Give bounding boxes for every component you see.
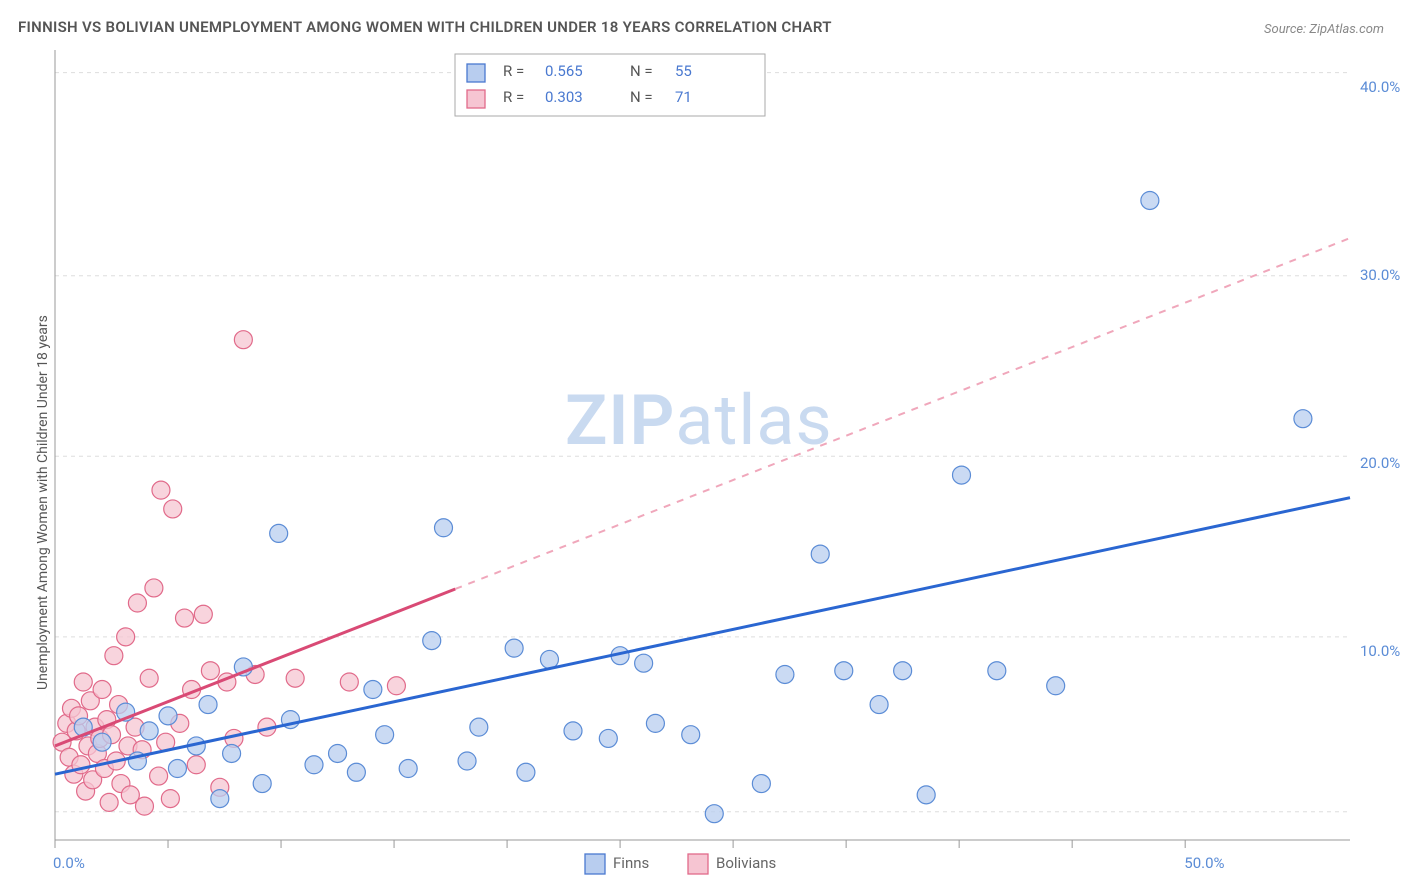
- finns-point: [305, 756, 323, 774]
- finns-point: [705, 805, 723, 823]
- bolivians-point: [117, 628, 135, 646]
- finns-point: [682, 726, 700, 744]
- finns-point: [211, 790, 229, 808]
- finns-point: [870, 696, 888, 714]
- finns-point: [435, 519, 453, 537]
- finns-point: [329, 744, 347, 762]
- finns-point: [458, 752, 476, 770]
- bolivians-point: [152, 481, 170, 499]
- finns-point: [140, 722, 158, 740]
- bolivians-point: [150, 767, 168, 785]
- y-tick-label: 30.0%: [1360, 266, 1400, 284]
- bolivians-point: [145, 579, 163, 597]
- finns-point: [894, 662, 912, 680]
- finns-point: [199, 696, 217, 714]
- y-tick-label: 10.0%: [1360, 642, 1400, 660]
- bolivians-point: [340, 673, 358, 691]
- finns-point: [505, 639, 523, 657]
- finns-point: [253, 775, 271, 793]
- bolivians-point: [93, 681, 111, 699]
- bolivians-point: [135, 797, 153, 815]
- stats-r-label: R =: [503, 88, 524, 106]
- bolivians-point: [164, 500, 182, 518]
- finns-point: [1294, 410, 1312, 428]
- bolivians-point: [194, 605, 212, 623]
- finns-point: [1047, 677, 1065, 695]
- y-tick-label: 20.0%: [1360, 454, 1400, 472]
- stats-r-value: 0.565: [545, 62, 583, 80]
- stats-n-label: N =: [630, 88, 653, 106]
- chart-canvas: [0, 0, 1406, 892]
- stats-n-label: N =: [630, 62, 653, 80]
- bolivians-point: [140, 669, 158, 687]
- legend-swatch: [688, 854, 708, 874]
- bolivians-point: [74, 673, 92, 691]
- bolivians-point: [234, 331, 252, 349]
- finns-point: [564, 722, 582, 740]
- finns-point: [917, 786, 935, 804]
- legend-label: Bolivians: [716, 854, 776, 872]
- bolivians-point: [201, 662, 219, 680]
- bolivians-point: [128, 594, 146, 612]
- finns-point: [223, 744, 241, 762]
- finns-point: [1141, 191, 1159, 209]
- stats-n-value: 71: [675, 88, 692, 106]
- finns-point: [168, 760, 186, 778]
- stats-box: [455, 54, 765, 116]
- finns-point: [646, 714, 664, 732]
- finns-point: [635, 654, 653, 672]
- finns-point: [776, 665, 794, 683]
- bolivians-point: [100, 793, 118, 811]
- x-tick-label: 50.0%: [1184, 854, 1224, 872]
- stats-swatch: [467, 90, 485, 108]
- stats-r-label: R =: [503, 62, 524, 80]
- finns-point: [364, 681, 382, 699]
- bolivians-point: [286, 669, 304, 687]
- finns-point: [470, 718, 488, 736]
- stats-n-value: 55: [675, 62, 692, 80]
- finns-point: [517, 763, 535, 781]
- finns-point: [376, 726, 394, 744]
- bolivians-point: [161, 790, 179, 808]
- finns-point: [599, 729, 617, 747]
- finns-point: [423, 632, 441, 650]
- finns-point: [752, 775, 770, 793]
- bolivians-point: [105, 647, 123, 665]
- finns-point: [835, 662, 853, 680]
- legend-label: Finns: [613, 854, 649, 872]
- stats-swatch: [467, 64, 485, 82]
- bolivians-point: [176, 609, 194, 627]
- bolivians-point: [187, 756, 205, 774]
- stats-r-value: 0.303: [545, 88, 583, 106]
- finns-point: [988, 662, 1006, 680]
- finns-point: [399, 760, 417, 778]
- finns-point: [159, 707, 177, 725]
- legend-swatch: [585, 854, 605, 874]
- finns-point: [347, 763, 365, 781]
- y-tick-label: 40.0%: [1360, 78, 1400, 96]
- bolivians-point: [387, 677, 405, 695]
- finns-point: [270, 524, 288, 542]
- finns-point: [811, 545, 829, 563]
- x-tick-label: 0.0%: [53, 854, 85, 872]
- finns-point: [93, 733, 111, 751]
- finns-point: [953, 466, 971, 484]
